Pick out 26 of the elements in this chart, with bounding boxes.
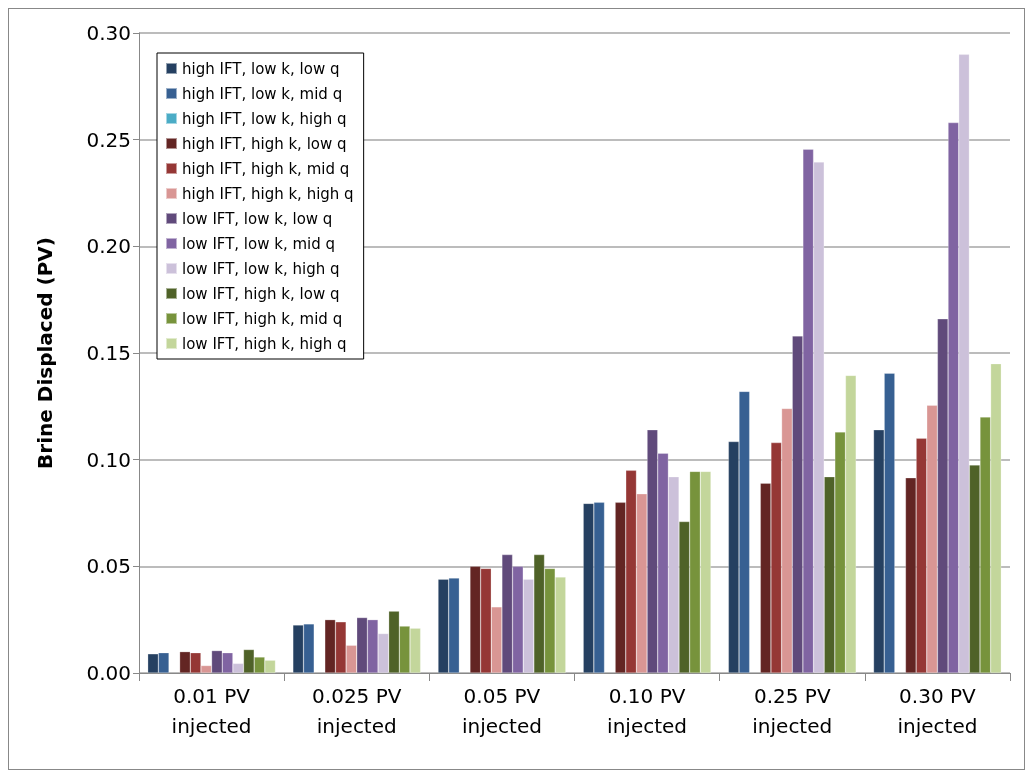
legend-label: high IFT, low k, mid q — [182, 84, 343, 103]
y-tick-label: 0.20 — [86, 234, 131, 259]
y-axis-title: Brine Displaced (PV) — [33, 237, 57, 469]
legend-label: low IFT, high k, mid q — [182, 309, 343, 328]
y-tick-label: 0.00 — [86, 661, 131, 685]
legend-label: high IFT, low k, high q — [182, 109, 347, 128]
legend-label: high IFT, high k, low q — [182, 134, 347, 153]
legend-label: low IFT, low k, high q — [182, 259, 340, 278]
legend-label: high IFT, high k, high q — [182, 184, 354, 203]
legend-label: low IFT, low k, mid q — [182, 234, 336, 253]
y-tick-label: 0.15 — [86, 341, 131, 365]
x-tick-label: 0.30 PV injected — [897, 684, 978, 738]
legend-label: low IFT, high k, low q — [182, 284, 340, 303]
x-tick-label: 0.05 PV injected — [461, 684, 542, 738]
legend-label: high IFT, low k, low q — [182, 59, 340, 78]
legend-label: low IFT, high k, high q — [182, 334, 347, 353]
y-tick-label: 0.30 — [86, 21, 131, 45]
legend-label: high IFT, high k, mid q — [182, 159, 350, 178]
y-tick-label: 0.05 — [86, 554, 131, 579]
legend-label: low IFT, low k, low q — [182, 209, 333, 228]
x-tick-label: 0.01 PV injected — [171, 684, 252, 738]
x-tick-label: 0.025 PV injected — [312, 684, 402, 738]
y-tick-label: 0.10 — [86, 447, 131, 472]
y-tick-label: 0.25 — [86, 127, 131, 152]
x-tick-label: 0.10 PV injected — [607, 684, 688, 738]
x-tick-label: 0.25 PV injected — [752, 684, 833, 738]
